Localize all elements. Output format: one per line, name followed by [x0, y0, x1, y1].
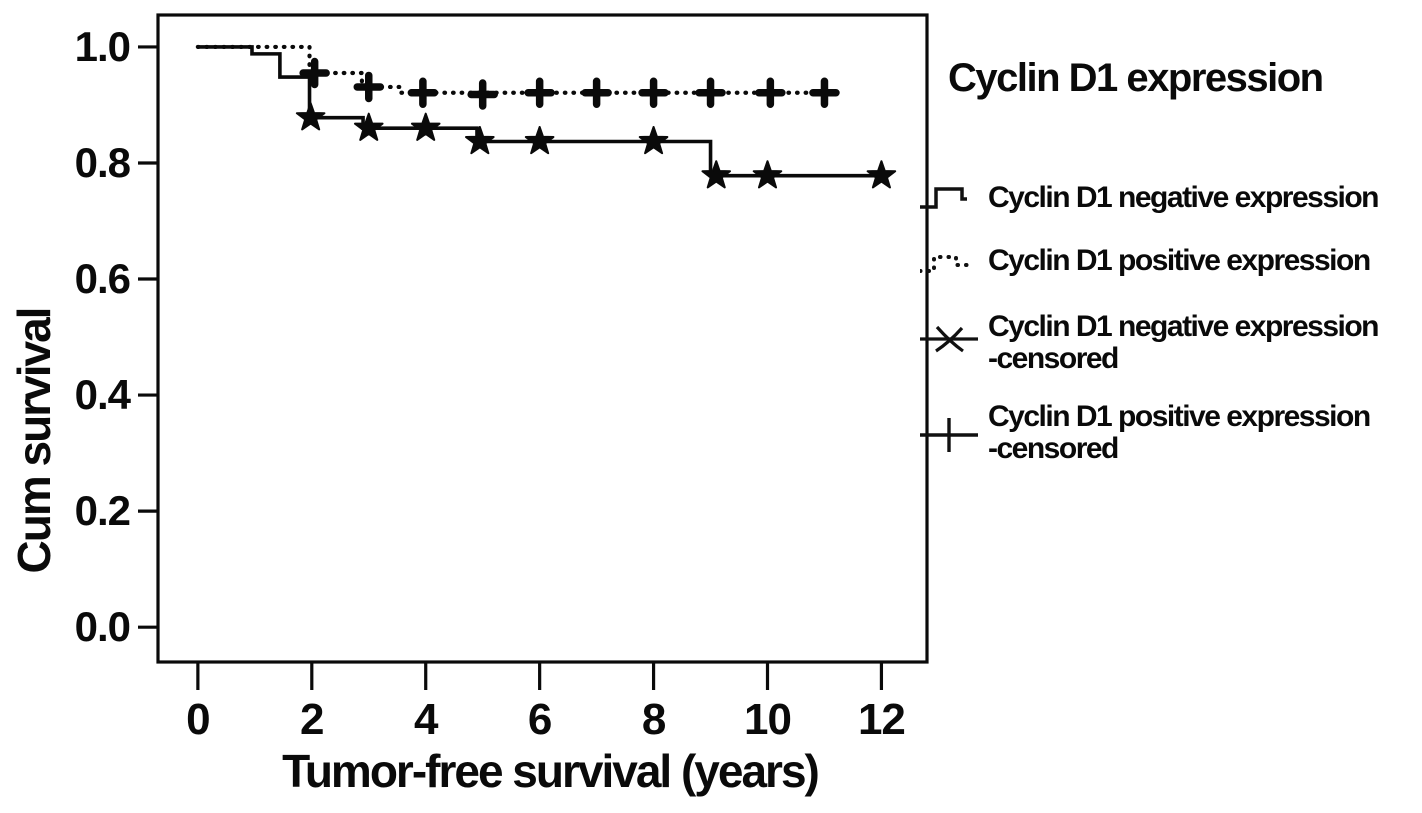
- censored-plus-marker: [353, 71, 385, 103]
- solid-step-line-icon: [920, 187, 967, 209]
- survival-curve-solid: [197, 45, 885, 178]
- censored-plus-marker: [695, 77, 726, 109]
- x-tick-label: 8: [641, 695, 666, 744]
- censored-star-marker: [295, 102, 326, 131]
- censored-star-marker: [524, 125, 555, 155]
- censored-plus-marker: [809, 77, 840, 109]
- legend-label-line1: Cyclin D1 positive expression: [988, 400, 1371, 433]
- y-tick-label: 0.6: [74, 255, 131, 303]
- plot-border: [156, 13, 929, 664]
- censored-plus-marker: [524, 77, 555, 109]
- censored-plus-marker: [407, 77, 439, 109]
- y-tick-label: 0.0: [74, 603, 131, 651]
- censored-plus-marker: [299, 57, 330, 89]
- star-censored-icon: [920, 325, 978, 353]
- x-tick-label: 4: [413, 695, 438, 744]
- legend-label-negative-censored: Cyclin D1 negative expression -censored: [988, 310, 1380, 375]
- x-tick-label: 6: [527, 695, 552, 744]
- censored-star-marker: [410, 112, 441, 141]
- censored-star-marker: [465, 125, 495, 155]
- censored-star-marker: [866, 160, 897, 189]
- y-tick-label: 0.8: [74, 138, 131, 186]
- legend-label-line1: Cyclin D1 negative expression: [988, 310, 1380, 343]
- legend-label-positive: Cyclin D1 positive expression: [988, 244, 1371, 277]
- survival-curve-dotted: [195, 44, 833, 95]
- x-axis-title: Tumor-free survival (years): [282, 745, 820, 797]
- legend-label-line2: -censored: [988, 342, 1119, 375]
- x-tick-label: 2: [300, 695, 324, 744]
- censored-plus-marker: [467, 79, 498, 110]
- y-axis-title: Cum survival: [8, 308, 60, 574]
- censored-plus-marker: [638, 77, 669, 109]
- legend-label-line2: -censored: [988, 432, 1119, 465]
- censored-plus-marker: [581, 77, 612, 109]
- y-tick-label: 0.4: [74, 371, 131, 419]
- legend-label-negative: Cyclin D1 negative expression: [988, 181, 1380, 214]
- x-tick-label: 0: [186, 695, 210, 744]
- x-tick-label: 12: [857, 695, 906, 744]
- legend-label-positive-censored: Cyclin D1 positive expression -censored: [988, 400, 1371, 465]
- censored-star-marker: [701, 160, 732, 189]
- y-tick-label: 1.0: [74, 22, 131, 70]
- legend-title: Cyclin D1 expression: [948, 56, 1324, 100]
- y-tick-label: 0.2: [74, 487, 131, 535]
- plus-censored-icon: [920, 418, 978, 452]
- dotted-step-line-icon: [920, 255, 969, 273]
- censored-plus-marker: [755, 77, 786, 109]
- censored-star-marker: [353, 112, 384, 141]
- censored-star-marker: [638, 125, 669, 155]
- censored-star-marker: [752, 160, 783, 189]
- x-tick-label: 10: [744, 695, 792, 744]
- legend: Cyclin D1 expression Cyclin D1 negative …: [920, 40, 1422, 465]
